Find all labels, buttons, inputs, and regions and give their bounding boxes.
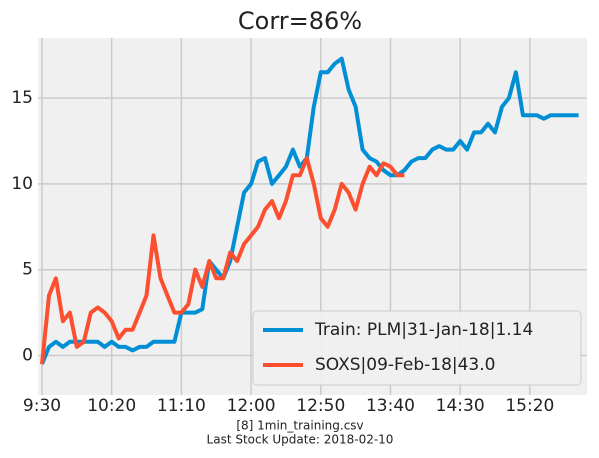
y-tick-label: 15: [11, 88, 33, 108]
legend-box: [252, 310, 582, 386]
x-tick-label: 9:30: [23, 396, 61, 416]
y-tick-label: 5: [22, 260, 33, 280]
legend-label: Train: PLM|31-Jan-18|1.14: [314, 320, 533, 340]
x-tick-label: 11:10: [157, 396, 206, 416]
chart-title: Corr=86%: [238, 7, 362, 35]
line-series: [40, 56, 579, 365]
x-tick-label: 14:30: [436, 396, 485, 416]
y-tick-label: 10: [11, 174, 33, 194]
x-tick-label: 15:20: [505, 396, 554, 416]
x-tick-label: 12:50: [296, 396, 345, 416]
footnote: Last Stock Update: 2018-02-10: [207, 433, 394, 447]
x-tick-label: 13:40: [366, 396, 415, 416]
footnote: [8] 1min_training.csv: [236, 419, 363, 433]
line-series: [40, 156, 405, 365]
x-tick-label: 10:20: [87, 396, 136, 416]
y-tick-label: 0: [22, 346, 33, 366]
x-tick-label: 12:00: [227, 396, 276, 416]
legend-label: SOXS|09-Feb-18|43.0: [315, 355, 495, 375]
